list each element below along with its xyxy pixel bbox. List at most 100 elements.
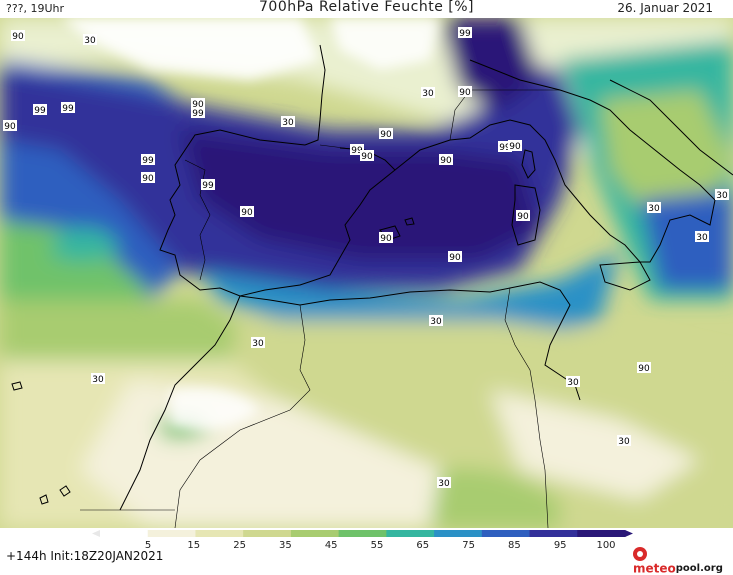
svg-text:90: 90 [449, 253, 461, 263]
valid-time-label: ???, 19Uhr [6, 2, 65, 15]
colorbar-label: 5 [144, 540, 152, 551]
contour-label: 30 [715, 189, 729, 201]
svg-text:30: 30 [430, 317, 442, 327]
svg-text:30: 30 [648, 204, 660, 214]
svg-text:90: 90 [517, 212, 529, 222]
svg-text:30: 30 [438, 479, 450, 489]
svg-text:90: 90 [4, 122, 16, 132]
colorbar-segment [147, 530, 196, 537]
contour-label: 30 [281, 116, 295, 128]
contour-label: 90 [508, 140, 522, 152]
contour-label: 30 [617, 435, 631, 447]
colorbar-label: 15 [187, 540, 201, 551]
svg-text:90: 90 [380, 130, 392, 140]
colorbar-label: 85 [508, 540, 521, 551]
svg-text:99: 99 [142, 156, 154, 166]
contour-label: 99 [498, 141, 512, 153]
svg-text:30: 30 [618, 437, 630, 447]
contour-label: 30 [566, 376, 580, 388]
svg-text:90: 90 [12, 32, 24, 42]
svg-text:99: 99 [192, 109, 204, 119]
colorbar-label: 55 [370, 540, 384, 551]
svg-text:30: 30 [92, 375, 104, 385]
contour-label: 99 [458, 27, 472, 39]
svg-text:30: 30 [422, 89, 434, 99]
svg-text:30: 30 [716, 191, 728, 201]
contour-label: 90 [141, 172, 155, 184]
svg-text:30: 30 [252, 339, 264, 349]
svg-text:99: 99 [34, 106, 46, 116]
contour-label: 99 [141, 154, 155, 166]
colorbar-label: 100 [596, 540, 616, 551]
humidity-field [0, 18, 733, 528]
contour-label: 90 [516, 210, 530, 222]
svg-text:99: 99 [62, 104, 74, 114]
svg-text:90: 90 [241, 208, 253, 218]
contour-label: 99 [61, 102, 75, 114]
coastlines [11, 44, 733, 528]
contour-label: 30 [83, 34, 97, 46]
svg-text:90: 90 [142, 174, 154, 184]
svg-text:90: 90 [638, 364, 650, 374]
contour-label: 90 [360, 150, 374, 162]
colorbar-segment [386, 530, 435, 537]
colorbar-label: 45 [324, 540, 338, 551]
svg-text:90: 90 [509, 142, 521, 152]
colorbar-segment [529, 530, 578, 537]
svg-text:90: 90 [459, 88, 471, 98]
contour-label: 90 [637, 362, 651, 374]
svg-text:90: 90 [192, 100, 204, 110]
logo-text-dark: pool.org [675, 562, 723, 574]
contour-label: 90 [439, 154, 453, 166]
contour-label: 30 [251, 337, 265, 349]
contour-label: 90 [191, 98, 205, 110]
contour-label: 90 [3, 120, 17, 132]
svg-text:30: 30 [696, 233, 708, 243]
svg-text:30: 30 [84, 36, 96, 46]
meteopool-logo: meteopool.org [633, 546, 733, 575]
colorbar-label: 25 [233, 540, 246, 551]
contour-label: 90 [379, 128, 393, 140]
svg-text:90: 90 [361, 152, 373, 162]
contour-label: 30 [647, 202, 661, 214]
svg-text:90: 90 [380, 234, 392, 244]
logo-text-red: meteo [633, 561, 676, 575]
colorbar-segment [434, 530, 483, 537]
colorbar-label: 75 [462, 540, 475, 551]
colorbar-segment [195, 530, 244, 537]
date-label: 26. Januar 2021 [617, 1, 713, 15]
contour-label: 90 [448, 251, 462, 263]
contour-label: 30 [429, 315, 443, 327]
colorbar-min-arrow [92, 530, 100, 537]
colorbar-segment [577, 530, 626, 537]
svg-text:99: 99 [499, 143, 511, 153]
model-run-label: +144h Init:18Z20JAN2021 [6, 549, 164, 563]
colorbar-label: 95 [553, 540, 567, 551]
contour-label: 99 [191, 107, 205, 119]
colorbar-segment [290, 530, 340, 537]
colorbar-max-arrow [625, 530, 633, 537]
contour-label: 30 [421, 87, 435, 99]
contour-label: 90 [379, 232, 393, 244]
colorbar-segment [100, 530, 149, 537]
svg-text:99: 99 [202, 181, 214, 191]
svg-text:99: 99 [459, 29, 471, 39]
contour-label: 30 [437, 477, 451, 489]
header-bar: ???, 19Uhr 700hPa Relative Feuchte [%] 2… [0, 0, 733, 18]
colorbar-segment [243, 530, 292, 537]
contour-label: 90 [458, 86, 472, 98]
svg-text:30: 30 [282, 118, 294, 128]
logo-icon [633, 546, 647, 561]
colorbar-label: 65 [416, 540, 430, 551]
svg-text:99: 99 [351, 146, 363, 156]
colorbar-segment [481, 530, 531, 537]
map-title: 700hPa Relative Feuchte [%] [259, 0, 474, 15]
contour-label: 99 [201, 179, 215, 191]
contour-label: 30 [695, 231, 709, 243]
contour-label: 30 [91, 373, 105, 385]
contour-label: 99 [33, 104, 47, 116]
contour-label: 90 [11, 30, 25, 42]
svg-text:90: 90 [440, 156, 452, 166]
